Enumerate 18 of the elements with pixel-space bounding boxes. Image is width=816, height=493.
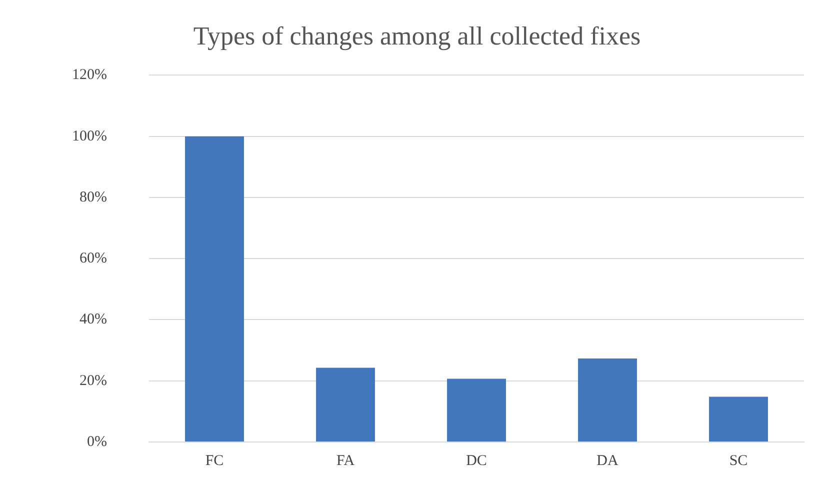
y-tick-label: 40% (79, 312, 107, 328)
bar (709, 396, 768, 442)
y-tick-label: 0% (86, 434, 107, 450)
chart-title: Types of changes among all collected fixes (193, 21, 641, 50)
x-tick-label: DC (466, 452, 487, 469)
bar (185, 136, 244, 442)
x-tick-label: DA (596, 452, 618, 469)
bar (316, 368, 375, 442)
x-tick-label: SC (729, 452, 748, 469)
x-tick-label: FA (336, 452, 355, 469)
y-tick-label: 60% (79, 250, 107, 267)
x-tick-label: FC (205, 452, 224, 469)
y-tick-label: 20% (79, 372, 107, 389)
bar (578, 358, 637, 442)
y-tick-label: 100% (72, 128, 107, 144)
bar (447, 378, 506, 442)
y-tick-label: 80% (79, 189, 107, 206)
y-tick-label: 120% (72, 67, 107, 84)
